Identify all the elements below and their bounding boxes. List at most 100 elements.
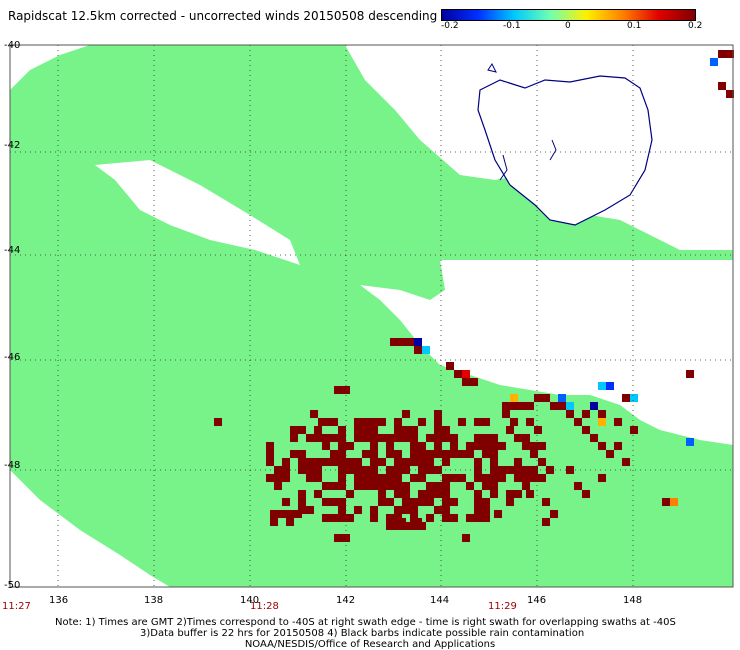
positive-cell [474,506,482,514]
positive-cell [434,450,442,458]
lat-label: -42 [4,140,21,151]
positive-cell [538,458,546,466]
positive-cell [458,450,466,458]
positive-cell [322,514,330,522]
positive-cell [542,518,550,526]
positive-cell [614,442,622,450]
positive-cell [354,418,362,426]
positive-cell [286,510,294,518]
positive-cell [482,506,490,514]
positive-cell [270,518,278,526]
positive-cell [598,474,606,482]
positive-cell [370,442,378,450]
positive-cell [282,474,290,482]
positive-cell [330,434,338,442]
positive-cell [474,458,482,466]
positive-cell [442,458,450,466]
positive-cell [274,474,282,482]
positive-cell [558,402,566,410]
lon-label: 138 [144,595,164,606]
positive-cell [362,418,370,426]
positive-cell [314,434,322,442]
positive-cell [538,442,546,450]
positive-cell [474,434,482,442]
positive-cell [338,482,346,490]
positive-cell [426,498,434,506]
positive-cell [498,466,506,474]
positive-cell [370,514,378,522]
positive-cell [330,450,338,458]
positive-cell [378,498,386,506]
positive-cell [298,498,306,506]
positive-cell [298,458,306,466]
positive-cell [426,482,434,490]
positive-cell [598,442,606,450]
positive-cell [410,450,418,458]
positive-cell [434,442,442,450]
positive-cell [370,482,378,490]
positive-cell [726,50,734,58]
positive-cell [514,466,522,474]
positive-cell [410,498,418,506]
positive-cell [598,418,606,426]
positive-cell [490,482,498,490]
positive-cell [310,410,318,418]
positive-cell [490,474,498,482]
colorbar-tick: -0.2 [441,21,459,31]
positive-cell [386,434,394,442]
positive-cell [334,534,342,542]
positive-cell [718,82,726,90]
positive-cell [434,410,442,418]
lat-label: -48 [4,460,21,471]
positive-cell [402,458,410,466]
positive-cell [582,410,590,418]
positive-cell [290,450,298,458]
positive-cell [362,426,370,434]
positive-cell [482,474,490,482]
no-data-east [360,260,733,445]
positive-cell [490,450,498,458]
island-coast [477,75,653,226]
positive-cell [330,498,338,506]
positive-cell [542,498,550,506]
positive-cell [418,474,426,482]
positive-cell [418,418,426,426]
note-line-2: 3)Data buffer is 22 hrs for 20150508 4) … [140,628,585,639]
positive-cell [354,458,362,466]
positive-cell [542,394,550,402]
positive-cell [346,442,354,450]
positive-cell [450,450,458,458]
positive-cell [442,514,450,522]
positive-cell [466,514,474,522]
neutral-cell [422,346,430,354]
positive-cell [462,378,470,386]
positive-cell [306,506,314,514]
neutral-cell [598,382,606,390]
positive-cell [458,418,466,426]
positive-cell [502,410,510,418]
positive-cell [378,458,386,466]
positive-cell [442,434,450,442]
positive-cell [426,458,434,466]
positive-cell [482,482,490,490]
positive-cell [442,474,450,482]
positive-cell [414,346,422,354]
positive-cell [474,418,482,426]
positive-cell [670,498,678,506]
positive-cell [354,434,362,442]
positive-cell [426,514,434,522]
positive-cell [718,50,726,58]
positive-cell [370,458,378,466]
positive-cell [498,474,506,482]
data-cells [214,50,734,542]
positive-cell [446,362,454,370]
positive-cell [394,506,402,514]
positive-cell [394,434,402,442]
positive-cell [370,466,378,474]
positive-cell [386,522,394,530]
positive-cell [394,450,402,458]
positive-cell [338,442,346,450]
positive-cell [510,402,518,410]
positive-cell [322,434,330,442]
lon-label: 136 [49,595,69,606]
